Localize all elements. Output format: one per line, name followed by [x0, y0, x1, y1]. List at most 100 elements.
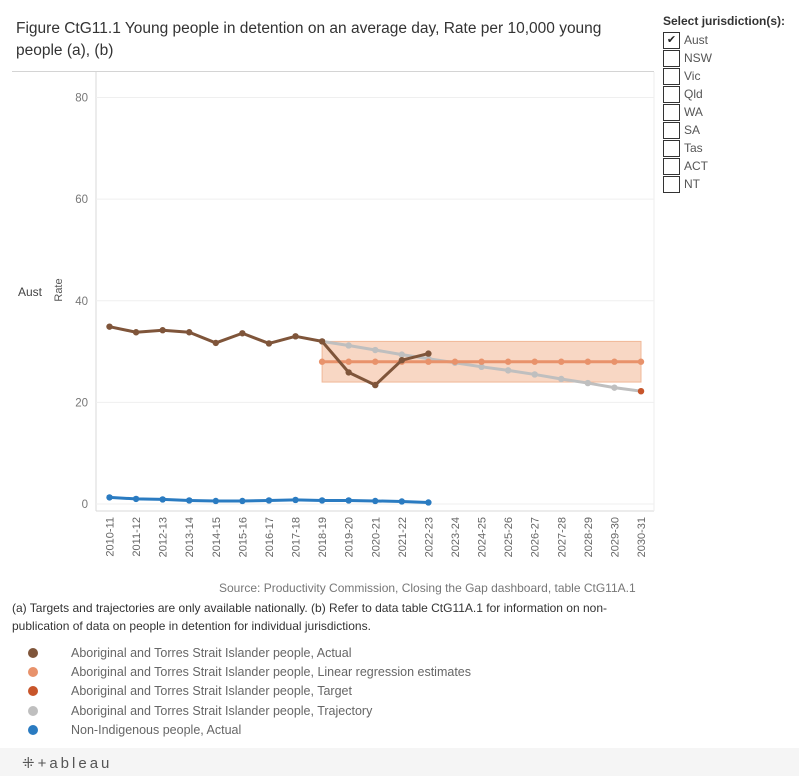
data-point[interactable] — [345, 342, 352, 349]
filter-item-aust[interactable]: ✔ Aust — [663, 31, 793, 49]
legend-dot — [28, 724, 38, 735]
x-tick-label: 2012-13 — [158, 517, 170, 557]
legend-item[interactable]: Aboriginal and Torres Strait Islander pe… — [28, 701, 471, 720]
data-point[interactable] — [239, 497, 246, 505]
data-point[interactable] — [504, 367, 512, 374]
data-point[interactable] — [106, 323, 113, 330]
filter-label: Aust — [684, 33, 709, 47]
data-point[interactable] — [531, 358, 538, 365]
data-point[interactable] — [531, 371, 538, 378]
data-point[interactable] — [611, 384, 618, 391]
data-point[interactable] — [239, 330, 246, 337]
data-point[interactable] — [345, 369, 352, 376]
checkbox[interactable] — [663, 67, 680, 85]
data-point[interactable] — [425, 499, 432, 506]
x-tick-label: 2030-31 — [636, 517, 648, 557]
x-tick-label: 2029-30 — [609, 517, 621, 557]
data-point[interactable] — [637, 387, 645, 395]
x-tick-label: 2010-11 — [105, 517, 117, 557]
filter-item-act[interactable]: ACT — [663, 157, 793, 175]
legend-label: Aboriginal and Torres Strait Islander pe… — [71, 703, 373, 718]
x-tick-label: 2028-29 — [583, 517, 595, 557]
legend-item[interactable]: Aboriginal and Torres Strait Islander pe… — [28, 643, 471, 662]
data-point[interactable] — [212, 339, 219, 347]
y-tick-label: 40 — [75, 296, 88, 308]
legend-item[interactable]: Aboriginal and Torres Strait Islander pe… — [28, 682, 471, 701]
data-point[interactable] — [106, 494, 113, 501]
data-point[interactable] — [558, 375, 565, 383]
data-point[interactable] — [318, 358, 326, 365]
data-point[interactable] — [265, 497, 273, 504]
data-point[interactable] — [451, 358, 459, 365]
filter-item-nt[interactable]: NT — [663, 175, 793, 193]
data-point[interactable] — [292, 496, 299, 504]
data-point[interactable] — [132, 329, 140, 336]
data-point[interactable] — [345, 358, 352, 365]
checkbox[interactable] — [663, 85, 680, 103]
filter-item-sa[interactable]: SA — [663, 121, 793, 139]
x-tick-label: 2025-26 — [503, 517, 515, 557]
filter-item-wa[interactable]: WA — [663, 103, 793, 121]
data-point[interactable] — [372, 358, 379, 365]
data-point[interactable] — [637, 358, 645, 365]
data-point[interactable] — [478, 358, 485, 365]
filter-label: ACT — [684, 159, 708, 173]
data-point[interactable] — [504, 358, 512, 365]
data-point[interactable] — [584, 379, 592, 387]
checkbox[interactable] — [663, 121, 680, 139]
legend-label: Non-Indigenous people, Actual — [71, 722, 242, 737]
tableau-logo[interactable]: ⁜+ableau — [22, 755, 113, 772]
y-axis-label: Rate — [53, 278, 65, 301]
x-tick-label: 2024-25 — [477, 517, 489, 557]
data-point[interactable] — [186, 329, 193, 336]
filter-item-tas[interactable]: Tas — [663, 139, 793, 157]
data-point[interactable] — [212, 497, 219, 505]
data-point[interactable] — [558, 358, 565, 365]
data-point[interactable] — [425, 350, 432, 357]
data-point[interactable] — [425, 358, 432, 365]
data-point[interactable] — [584, 358, 592, 365]
x-tick-label: 2014-15 — [211, 517, 223, 557]
chart-title: Figure CtG11.1 Young people in detention… — [16, 20, 602, 59]
data-point[interactable] — [372, 346, 379, 354]
data-point[interactable] — [398, 357, 406, 364]
legend-dot — [28, 705, 38, 716]
data-point[interactable] — [345, 497, 352, 504]
legend: Aboriginal and Torres Strait Islander pe… — [28, 643, 471, 739]
data-point[interactable] — [159, 496, 166, 503]
data-point[interactable] — [132, 495, 140, 503]
checkbox[interactable] — [663, 49, 680, 67]
checkbox[interactable] — [663, 139, 680, 157]
data-point[interactable] — [611, 358, 618, 365]
data-point[interactable] — [318, 338, 326, 345]
data-point[interactable] — [186, 497, 193, 504]
checkbox[interactable] — [663, 103, 680, 121]
filter-item-qld[interactable]: Qld — [663, 85, 793, 103]
data-point[interactable] — [398, 351, 406, 358]
legend-dot — [28, 666, 38, 677]
data-point[interactable] — [159, 327, 166, 334]
filter-label: WA — [684, 105, 703, 119]
x-tick-label: 2027-28 — [556, 517, 568, 557]
x-tick-label: 2011-12 — [131, 517, 143, 557]
data-point[interactable] — [265, 340, 273, 347]
line-chart[interactable]: 0 20 40 60 80 Aust Rate 2010-11 2011-12 2012-13 20… — [0, 0, 660, 580]
checkbox[interactable]: ✔ — [663, 31, 680, 49]
data-point[interactable] — [292, 333, 299, 340]
filter-label: NSW — [684, 51, 712, 65]
x-tick-label: 2021-22 — [397, 517, 409, 557]
checkbox[interactable] — [663, 175, 680, 193]
filter-item-nsw[interactable]: NSW — [663, 49, 793, 67]
data-point[interactable] — [372, 497, 379, 505]
data-point[interactable] — [398, 498, 406, 505]
x-tick-label: 2017-18 — [291, 517, 303, 557]
data-point[interactable] — [372, 381, 379, 389]
filter-label: Qld — [684, 87, 703, 101]
row-label: Aust — [18, 285, 43, 299]
filter-item-vic[interactable]: Vic — [663, 67, 793, 85]
legend-item[interactable]: Aboriginal and Torres Strait Islander pe… — [28, 662, 471, 681]
data-point[interactable] — [318, 497, 326, 504]
legend-item[interactable]: Non-Indigenous people, Actual — [28, 720, 471, 739]
data-point[interactable] — [478, 363, 485, 371]
checkbox[interactable] — [663, 157, 680, 175]
